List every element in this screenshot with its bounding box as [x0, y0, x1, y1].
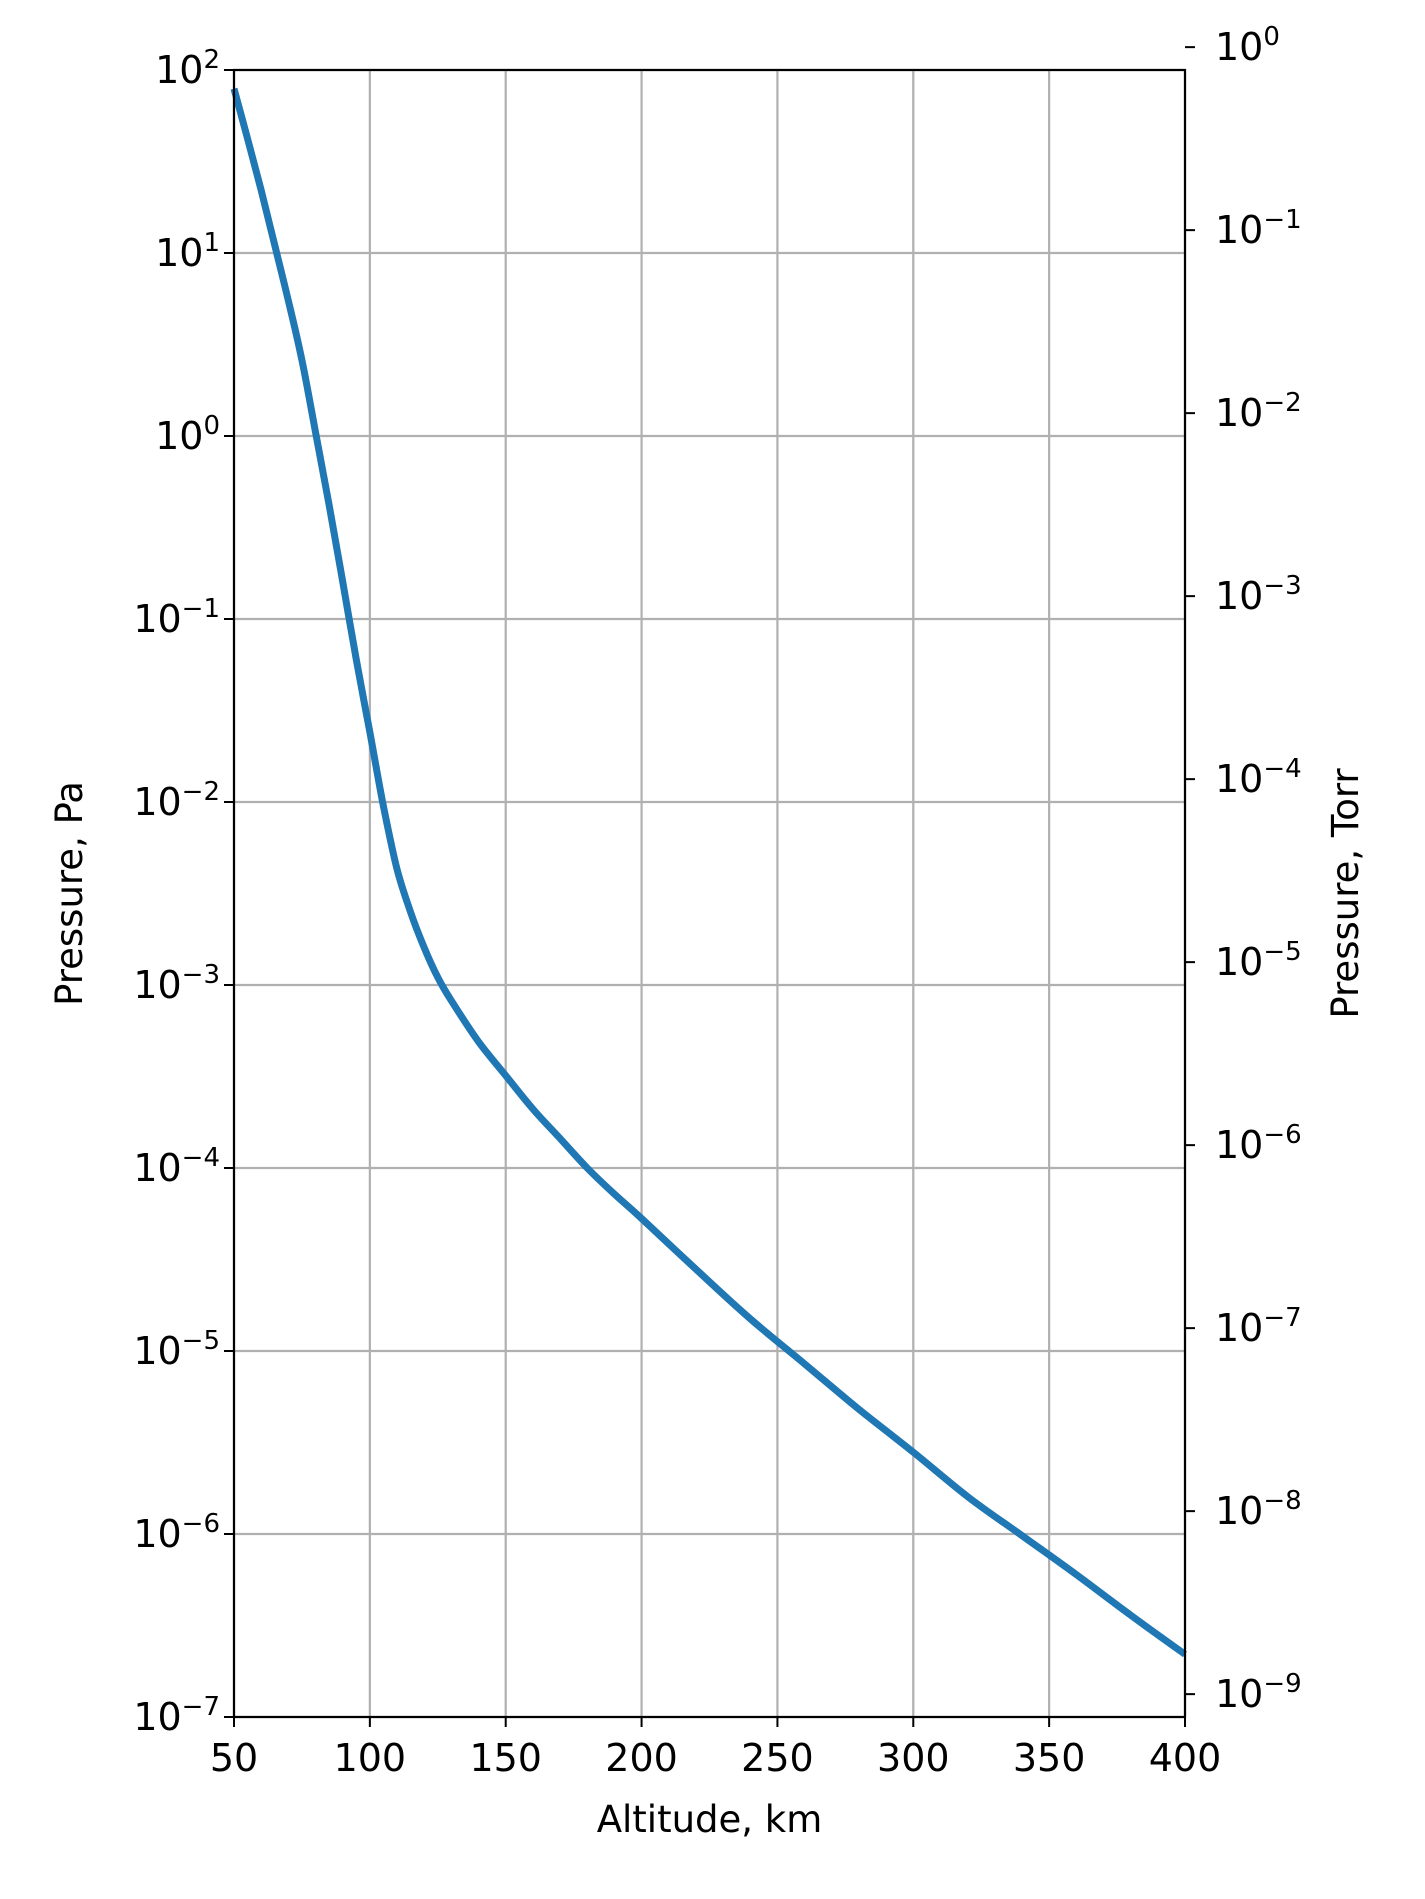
y-tick-label-left: 10−4 — [133, 1143, 220, 1190]
y-tick-exponent: −1 — [182, 594, 220, 624]
y-tick-exponent: −3 — [182, 960, 220, 990]
y-tick-exponent: −6 — [182, 1509, 220, 1539]
y-tick-exponent: −4 — [182, 1143, 220, 1173]
y-tick-label-right: 10−6 — [1215, 1120, 1302, 1167]
y-tick-exponent: −5 — [182, 1326, 220, 1356]
y-tick-base: 10 — [133, 1695, 181, 1739]
y-tick-base: 10 — [1215, 208, 1263, 252]
y-tick-base: 10 — [133, 963, 181, 1007]
y-tick-label-right: 10−4 — [1215, 754, 1302, 801]
x-tick-label: 400 — [1149, 1736, 1222, 1780]
y-tick-base: 10 — [1215, 1489, 1263, 1533]
y-tick-exponent: −3 — [1263, 571, 1301, 601]
y-tick-label-right: 100 — [1215, 22, 1280, 69]
y-tick-base: 10 — [1215, 757, 1263, 801]
y-tick-label-right: 10−7 — [1215, 1303, 1302, 1350]
y-tick-exponent: −2 — [182, 777, 220, 807]
x-tick-label: 300 — [877, 1736, 950, 1780]
y-tick-base: 10 — [1215, 1672, 1263, 1716]
y-tick-base: 10 — [133, 597, 181, 641]
y-tick-base: 10 — [1215, 1123, 1263, 1167]
grid-lines — [232, 68, 1187, 1719]
y-tick-label-right: 10−5 — [1215, 937, 1302, 984]
y-tick-label-left: 100 — [155, 411, 220, 458]
y-tick-base: 10 — [1215, 25, 1263, 69]
y-tick-label-right: 10−1 — [1215, 205, 1302, 252]
y-tick-label-right: 10−3 — [1215, 571, 1302, 618]
y-axis-label-left: Pressure, Pa — [48, 781, 91, 1006]
y-tick-base: 10 — [133, 780, 181, 824]
y-tick-base: 10 — [155, 231, 203, 275]
y-tick-label-right: 10−9 — [1215, 1669, 1302, 1716]
y-tick-exponent: −2 — [1263, 388, 1301, 418]
y-tick-base: 10 — [1215, 940, 1263, 984]
y-tick-exponent: −7 — [182, 1692, 220, 1722]
y-tick-label-right: 10−2 — [1215, 388, 1302, 435]
y-tick-exponent: −9 — [1263, 1669, 1301, 1699]
y-tick-base: 10 — [1215, 1306, 1263, 1350]
y-axis-label-right: Pressure, Torr — [1324, 768, 1367, 1019]
y-tick-label-left: 10−5 — [133, 1326, 220, 1373]
y-tick-base: 10 — [133, 1512, 181, 1556]
y-tick-exponent: −5 — [1263, 937, 1301, 967]
y-tick-exponent: −6 — [1263, 1120, 1301, 1150]
y-tick-label-right: 10−8 — [1215, 1486, 1302, 1533]
x-tick-label: 100 — [334, 1736, 407, 1780]
x-tick-label: 250 — [741, 1736, 814, 1780]
y-tick-label-left: 102 — [155, 45, 220, 92]
tick-marks — [224, 46, 1195, 1727]
tick-labels: 50 100 150 200 250 300 350 40010210110010−110−2… — [133, 22, 1301, 1780]
x-axis-label: Altitude, km — [597, 1798, 823, 1841]
y-tick-label-left: 10−1 — [133, 594, 220, 641]
y-tick-exponent: 2 — [203, 45, 220, 75]
y-tick-label-left: 10−3 — [133, 960, 220, 1007]
y-tick-base: 10 — [155, 414, 203, 458]
x-tick-label: 50 — [210, 1736, 258, 1780]
y-tick-base: 10 — [1215, 574, 1263, 618]
y-tick-label-left: 10−7 — [133, 1692, 220, 1739]
y-tick-exponent: 0 — [1263, 22, 1280, 52]
y-tick-base: 10 — [1215, 391, 1263, 435]
y-tick-base: 10 — [133, 1329, 181, 1373]
y-tick-label-left: 10−2 — [133, 777, 220, 824]
y-tick-exponent: −1 — [1263, 205, 1301, 235]
pressure-curve — [230, 87, 1188, 1658]
y-tick-base: 10 — [155, 48, 203, 92]
y-tick-exponent: −4 — [1263, 754, 1301, 784]
x-tick-label: 150 — [469, 1736, 542, 1780]
x-tick-label: 200 — [605, 1736, 678, 1780]
y-tick-label-left: 101 — [155, 228, 220, 275]
x-tick-label: 350 — [1013, 1736, 1086, 1780]
plot-frame — [232, 68, 1187, 1719]
series-layer — [230, 87, 1188, 1658]
y-tick-exponent: 1 — [203, 228, 220, 258]
y-tick-exponent: −7 — [1263, 1303, 1301, 1333]
y-tick-exponent: −8 — [1263, 1486, 1301, 1516]
y-tick-label-left: 10−6 — [133, 1509, 220, 1556]
y-tick-base: 10 — [133, 1146, 181, 1190]
y-tick-exponent: 0 — [203, 411, 220, 441]
